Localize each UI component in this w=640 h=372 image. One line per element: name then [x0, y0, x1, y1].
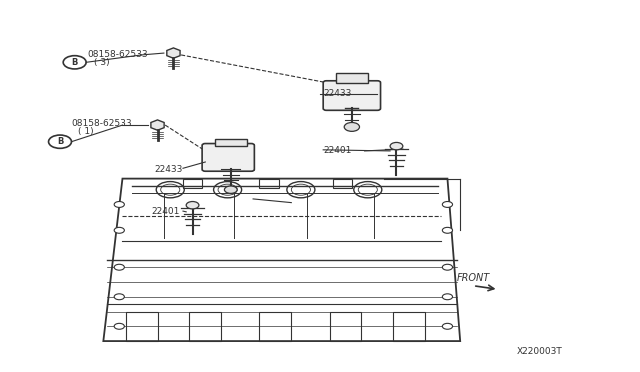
- Circle shape: [186, 202, 199, 209]
- FancyBboxPatch shape: [202, 144, 254, 171]
- Circle shape: [114, 294, 124, 300]
- Circle shape: [390, 142, 403, 150]
- Text: 22401: 22401: [323, 147, 351, 155]
- Text: ( 3): ( 3): [94, 58, 109, 67]
- Bar: [189, 311, 221, 341]
- Circle shape: [114, 323, 124, 329]
- Bar: [336, 73, 368, 83]
- Text: 22433: 22433: [154, 165, 182, 174]
- Bar: [330, 311, 362, 341]
- Circle shape: [114, 227, 124, 233]
- Text: 22433: 22433: [323, 89, 351, 98]
- Bar: [259, 311, 291, 341]
- Circle shape: [442, 264, 452, 270]
- Bar: [183, 179, 202, 188]
- Text: ( 1): ( 1): [78, 127, 93, 136]
- Circle shape: [442, 202, 452, 208]
- Text: B: B: [72, 58, 78, 67]
- Bar: [215, 139, 246, 147]
- Text: X220003T: X220003T: [516, 347, 562, 356]
- Circle shape: [225, 186, 237, 193]
- Circle shape: [114, 264, 124, 270]
- Circle shape: [442, 227, 452, 233]
- Bar: [394, 311, 425, 341]
- Circle shape: [442, 323, 452, 329]
- Bar: [125, 311, 157, 341]
- Polygon shape: [151, 120, 164, 130]
- Circle shape: [114, 202, 124, 208]
- Text: 22401: 22401: [151, 207, 179, 217]
- Bar: [333, 179, 352, 188]
- Bar: [259, 179, 278, 188]
- Text: FRONT: FRONT: [456, 273, 490, 283]
- Circle shape: [344, 122, 360, 131]
- FancyBboxPatch shape: [323, 81, 381, 110]
- Text: B: B: [57, 137, 63, 146]
- Text: 08158-62533: 08158-62533: [88, 51, 148, 60]
- Text: 08158-62533: 08158-62533: [72, 119, 132, 128]
- Polygon shape: [167, 48, 180, 58]
- Circle shape: [442, 294, 452, 300]
